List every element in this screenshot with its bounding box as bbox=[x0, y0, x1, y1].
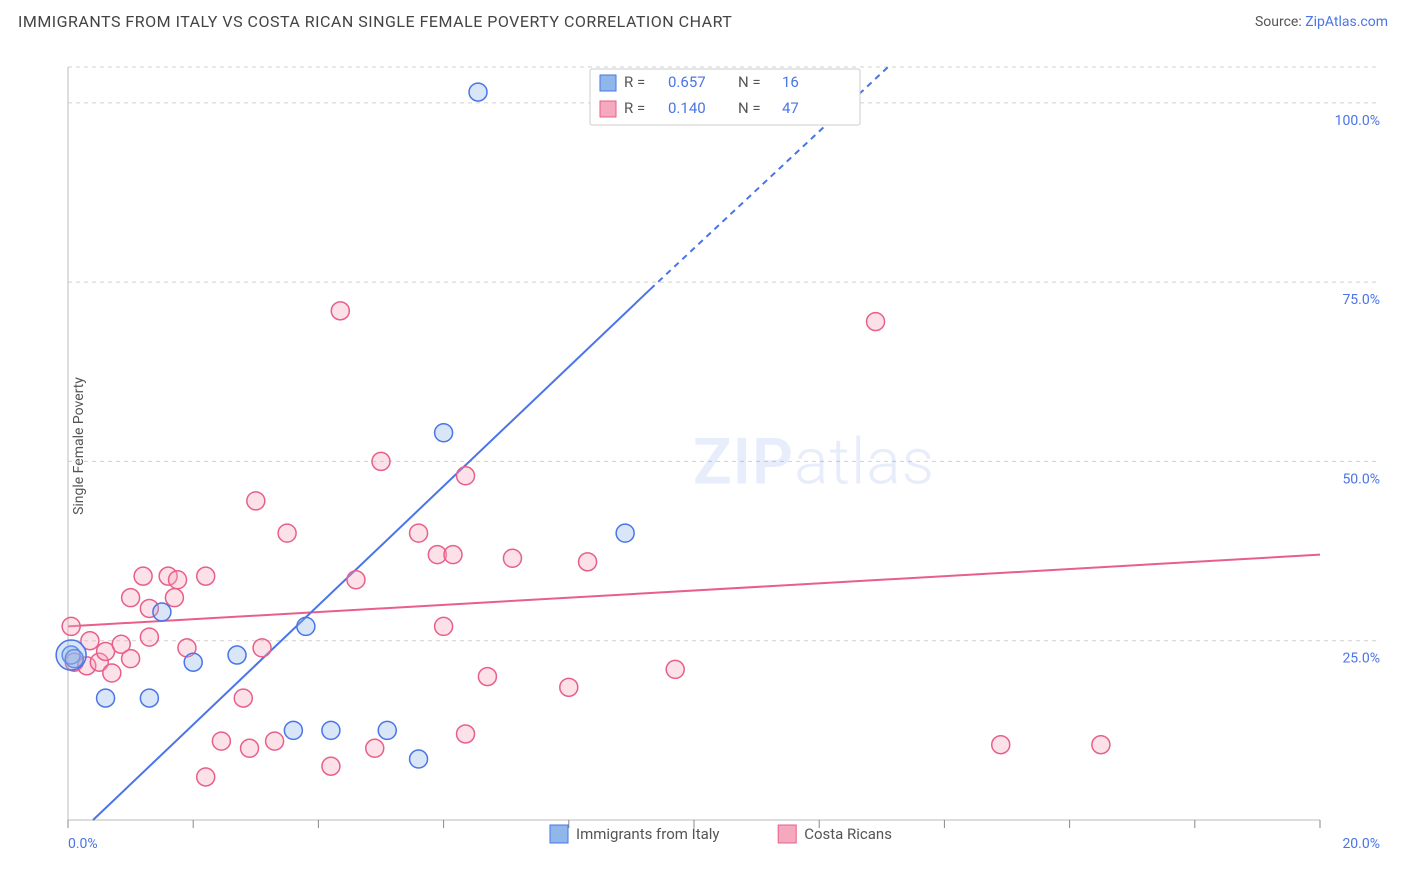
x-tick-label: 0.0% bbox=[68, 836, 98, 852]
data-point bbox=[457, 725, 475, 743]
y-tick-label: 25.0% bbox=[1342, 651, 1380, 667]
data-point bbox=[153, 603, 171, 621]
data-point bbox=[253, 639, 271, 657]
legend-label: Immigrants from Italy bbox=[576, 825, 720, 843]
data-point bbox=[435, 617, 453, 635]
data-point bbox=[134, 567, 152, 585]
svg-text:N =: N = bbox=[738, 73, 761, 91]
data-point bbox=[97, 689, 115, 707]
data-point bbox=[435, 424, 453, 442]
svg-text:47: 47 bbox=[782, 99, 799, 117]
data-point bbox=[347, 571, 365, 589]
data-point bbox=[410, 750, 428, 768]
data-point bbox=[666, 660, 684, 678]
legend-label: Costa Ricans bbox=[804, 825, 892, 843]
data-point bbox=[616, 524, 634, 542]
data-point bbox=[322, 721, 340, 739]
data-point bbox=[378, 721, 396, 739]
chart-title: IMMIGRANTS FROM ITALY VS COSTA RICAN SIN… bbox=[18, 12, 732, 31]
data-point bbox=[266, 732, 284, 750]
chart-area: 25.0% 50.0% 75.0% 100.0% ZIPatlas 0.0% 20.0% R … bbox=[50, 55, 1388, 852]
svg-text:0.140: 0.140 bbox=[668, 99, 706, 117]
data-point bbox=[372, 452, 390, 470]
legend-swatch bbox=[600, 101, 616, 117]
data-point bbox=[212, 732, 230, 750]
data-point bbox=[234, 689, 252, 707]
data-point bbox=[241, 739, 259, 757]
source-link[interactable]: ZipAtlas.com bbox=[1305, 14, 1388, 30]
data-point bbox=[444, 546, 462, 564]
data-point bbox=[297, 617, 315, 635]
data-point bbox=[122, 650, 140, 668]
data-point bbox=[165, 589, 183, 607]
data-point bbox=[197, 768, 215, 786]
data-point bbox=[579, 553, 597, 571]
svg-text:R =: R = bbox=[624, 73, 645, 91]
legend-swatch bbox=[550, 825, 568, 843]
data-point bbox=[469, 83, 487, 101]
data-point bbox=[322, 757, 340, 775]
data-point bbox=[140, 689, 158, 707]
data-point bbox=[278, 524, 296, 542]
data-point bbox=[184, 653, 202, 671]
data-point bbox=[284, 721, 302, 739]
x-tick-label: 20.0% bbox=[1342, 836, 1380, 852]
data-point bbox=[62, 617, 80, 635]
data-point bbox=[410, 524, 428, 542]
data-point bbox=[560, 678, 578, 696]
svg-text:16: 16 bbox=[782, 73, 799, 91]
data-point bbox=[366, 739, 384, 757]
watermark: ZIPatlas bbox=[693, 425, 935, 500]
legend-swatch bbox=[778, 825, 796, 843]
data-point bbox=[197, 567, 215, 585]
data-point bbox=[1092, 736, 1110, 754]
y-tick-label: 50.0% bbox=[1342, 471, 1380, 487]
scatter-chart: 25.0% 50.0% 75.0% 100.0% ZIPatlas 0.0% 20.0% R … bbox=[50, 55, 1388, 852]
data-point bbox=[478, 668, 496, 686]
data-point bbox=[56, 640, 86, 670]
svg-text:N =: N = bbox=[738, 99, 761, 117]
y-tick-label: 100.0% bbox=[1335, 113, 1380, 129]
data-point bbox=[992, 736, 1010, 754]
svg-text:0.657: 0.657 bbox=[668, 73, 706, 91]
svg-text:R =: R = bbox=[624, 99, 645, 117]
data-point bbox=[457, 467, 475, 485]
data-point bbox=[122, 589, 140, 607]
data-point bbox=[228, 646, 246, 664]
y-tick-label: 75.0% bbox=[1342, 292, 1380, 308]
data-point bbox=[140, 628, 158, 646]
data-point bbox=[503, 549, 521, 567]
data-point bbox=[247, 492, 265, 510]
data-point bbox=[103, 664, 121, 682]
data-point bbox=[331, 302, 349, 320]
data-point bbox=[169, 571, 187, 589]
legend-swatch bbox=[600, 75, 616, 91]
data-point bbox=[867, 313, 885, 331]
source: Source: ZipAtlas.com bbox=[1255, 14, 1388, 30]
